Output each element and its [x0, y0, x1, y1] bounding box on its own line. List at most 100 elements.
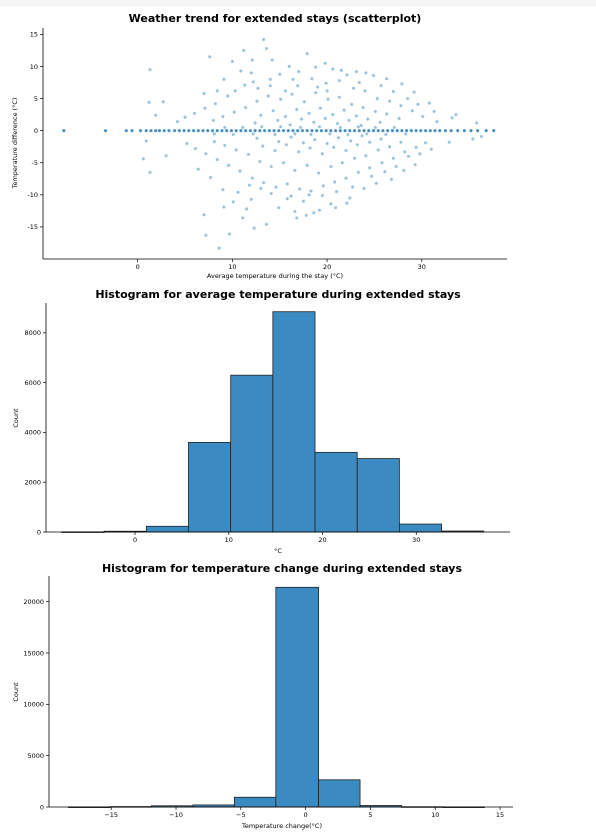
scatter-point	[326, 97, 330, 102]
histogram-bar	[398, 523, 442, 533]
scatter-point	[293, 209, 297, 214]
y-tick-label: 15000	[23, 649, 44, 657]
y-tick-label: 5000	[27, 752, 44, 760]
scatter-point	[256, 86, 260, 91]
scatter-point	[344, 176, 348, 180]
scatter-point	[225, 94, 230, 98]
scatter-point	[177, 128, 182, 133]
scatter-point	[153, 128, 158, 133]
scatter-point	[324, 81, 328, 86]
scatter-point	[289, 135, 293, 139]
top-bar	[0, 0, 596, 6]
scatter-point	[432, 109, 436, 114]
scatter-point	[333, 128, 338, 133]
scatter-point	[274, 185, 278, 189]
scatter-point	[251, 132, 256, 136]
scatter-point	[449, 128, 453, 133]
scatter-point	[320, 193, 325, 198]
scatter-point	[357, 80, 362, 85]
x-tick-label: 5	[368, 811, 372, 819]
scatter-point	[367, 140, 372, 145]
scatter-point	[340, 160, 345, 165]
scatter-point	[450, 115, 454, 120]
scatter-point	[261, 37, 266, 42]
scatter-point	[409, 128, 414, 133]
scatter-point	[356, 170, 361, 175]
scatter-point	[384, 76, 389, 81]
scatter-point	[231, 132, 236, 137]
histogram-bar	[188, 441, 232, 533]
y-tick-label: 20000	[23, 598, 44, 606]
histogram-bar	[145, 525, 189, 533]
x-tick-label: 10	[225, 536, 233, 544]
scatter-point	[276, 128, 281, 133]
scatter-point	[240, 216, 245, 220]
scatter-point	[475, 128, 480, 133]
scatter-point	[253, 121, 257, 125]
scatter-point	[309, 132, 313, 137]
scatter-point	[375, 96, 380, 101]
scatter-point	[347, 128, 352, 133]
scatter-point	[307, 111, 311, 116]
scatter-point	[215, 128, 220, 133]
y-tick-label: 5	[34, 95, 38, 103]
scatter-point	[212, 132, 217, 136]
scatter-point	[447, 140, 452, 145]
scatter-point	[315, 85, 320, 89]
scatter-point	[211, 118, 216, 123]
avg-temp-y-axis-label: Count	[12, 408, 20, 428]
scatter-point	[196, 167, 201, 172]
scatter-point	[130, 128, 134, 133]
scatter-point	[362, 128, 366, 133]
scatter-point	[328, 132, 332, 136]
scatter-point	[401, 168, 406, 173]
scatter-x-axis-label: Average temperature during the stay (°C)	[207, 272, 343, 280]
scatter-point	[318, 106, 323, 111]
scatter-point	[192, 111, 197, 116]
scatter-point	[226, 163, 231, 168]
scatter-point	[201, 128, 205, 133]
temp-change-x-axis-label: Temperature change(°C)	[241, 822, 322, 830]
scatter-point	[164, 153, 168, 158]
scatter-point	[286, 128, 291, 133]
avg-temp-histogram-title: Histogram for average temperature during…	[95, 288, 461, 301]
scatter-point	[240, 125, 245, 130]
scatter-point	[269, 164, 274, 169]
scatter-point	[317, 208, 322, 213]
scatter-point	[404, 128, 409, 133]
scatter-point	[271, 108, 275, 113]
scatter-point	[360, 133, 364, 138]
x-tick-label: −10	[169, 811, 183, 819]
scatter-point	[412, 90, 417, 95]
scatter-point	[324, 128, 328, 133]
scatter-point	[148, 170, 152, 175]
histogram-bar	[275, 586, 319, 808]
scatter-point	[293, 168, 297, 173]
scatter-point	[258, 113, 263, 118]
scatter-point	[367, 166, 372, 170]
scatter-point	[249, 71, 254, 75]
scatter-point	[391, 89, 396, 94]
scatter-point	[239, 128, 243, 133]
scatter-point	[402, 149, 407, 154]
scatter-point	[323, 116, 328, 121]
scatter-point	[255, 99, 259, 104]
scatter-point	[300, 128, 305, 133]
scatter-point	[382, 169, 387, 174]
scatter-point	[267, 128, 272, 133]
scatter-point	[313, 90, 318, 95]
x-tick-label: 20	[318, 536, 326, 544]
scatter-point	[244, 207, 249, 211]
scatter-point	[346, 132, 350, 137]
scatter-point	[336, 135, 341, 140]
scatter-point	[144, 128, 149, 133]
scatter-point	[385, 128, 390, 133]
scatter-point	[314, 128, 319, 133]
scatter-chart: Weather trend for extended stays (scatte…	[11, 12, 507, 280]
scatter-point	[405, 96, 410, 101]
scatter-point	[196, 128, 201, 133]
scatter-point	[310, 128, 314, 133]
y-tick-label: 0	[34, 127, 38, 135]
scatter-point	[301, 199, 306, 204]
scatter-point	[378, 120, 382, 125]
